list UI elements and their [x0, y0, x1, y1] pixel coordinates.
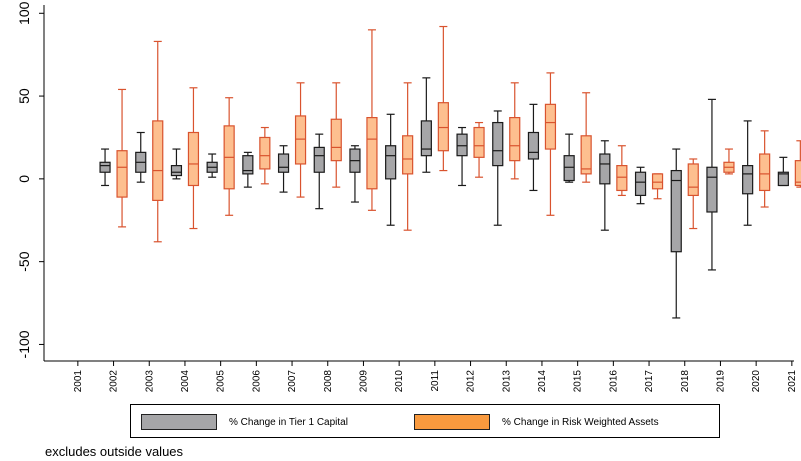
- box-tier1: [634, 171, 647, 197]
- box-rwa: [509, 116, 521, 162]
- chart-note: excludes outside values: [45, 444, 184, 459]
- box-tier1: [563, 155, 575, 182]
- x-tick-label: 2017: [644, 370, 655, 393]
- x-tick-label: 2012: [466, 370, 477, 393]
- box-rwa: [473, 126, 485, 158]
- box-tier1: [385, 145, 397, 180]
- box-rwa: [116, 150, 128, 198]
- box-tier1: [599, 153, 611, 185]
- box-rwa: [437, 102, 449, 152]
- x-tick-label: 2018: [680, 370, 691, 393]
- box-rwa: [366, 116, 378, 190]
- legend-label-rwa: % Change in Risk Weighted Assets: [502, 416, 659, 428]
- x-tick-label: 2015: [573, 370, 584, 393]
- box-rwa: [544, 103, 557, 150]
- box-rwa: [330, 118, 342, 162]
- x-tick-label: 2014: [537, 370, 548, 393]
- box-rwa: [402, 135, 414, 175]
- x-tick-label: 2001: [73, 370, 84, 393]
- box-rwa: [259, 136, 271, 170]
- legend-item-tier1: % Change in Tier 1 Capital: [141, 412, 348, 432]
- y-tick-label: 100: [16, 1, 32, 25]
- box-tier1: [670, 169, 682, 253]
- box-tier1: [170, 165, 183, 177]
- x-tick-label: 2008: [323, 370, 334, 393]
- box-rwa: [651, 173, 664, 190]
- box-rwa: [152, 120, 164, 201]
- box-tier1: [99, 161, 111, 173]
- box-tier1: [277, 153, 290, 173]
- x-tick-label: 2004: [180, 370, 191, 393]
- legend: % Change in Tier 1 Capital % Change in R…: [130, 404, 720, 438]
- box-tier1: [777, 171, 789, 187]
- x-tick-label: 2002: [109, 370, 120, 393]
- box-tier1: [527, 131, 540, 160]
- y-tick-label: 50: [16, 88, 32, 104]
- x-tick-label: 2013: [501, 370, 512, 393]
- box-rwa: [616, 165, 628, 192]
- x-tick-label: 2009: [358, 370, 369, 393]
- x-tick-label: 2019: [715, 370, 726, 393]
- x-tick-label: 2005: [216, 370, 227, 393]
- plot-area: 100 50 0 -50 -100 2001 2002 2003 2004 2005 2006 200…: [16, 1, 801, 392]
- box-rwa: [294, 115, 307, 165]
- box-rwa: [187, 131, 200, 187]
- box-rwa: [580, 135, 592, 175]
- x-tick-label: 2020: [751, 370, 762, 393]
- x-tick-label: 2003: [144, 370, 155, 393]
- box-tier1: [706, 166, 718, 213]
- y-tick-label: -50: [16, 251, 32, 271]
- x-tick-label: 2011: [430, 370, 441, 392]
- box-tier1: [742, 165, 754, 195]
- box-rwa: [794, 160, 801, 187]
- x-tick-label: 2007: [287, 370, 298, 393]
- x-tick-label: 2016: [608, 370, 619, 393]
- x-tick-label: 2021: [787, 370, 798, 393]
- box-rwa: [687, 163, 699, 197]
- box-tier1: [313, 146, 325, 173]
- box-tier1: [492, 121, 504, 167]
- y-tick-label: 0: [16, 175, 32, 183]
- legend-swatch-rwa: [414, 414, 490, 430]
- x-tick-label: 2006: [251, 370, 262, 393]
- box-tier1: [420, 120, 432, 157]
- x-tick-label: 2010: [394, 370, 405, 393]
- legend-item-rwa: % Change in Risk Weighted Assets: [414, 412, 659, 432]
- box-tier1: [456, 133, 468, 157]
- box-tier1: [242, 155, 254, 175]
- legend-swatch-tier1: [141, 414, 217, 430]
- box-rwa: [759, 153, 771, 192]
- y-tick-label: -100: [16, 330, 32, 358]
- legend-label-tier1: % Change in Tier 1 Capital: [229, 416, 348, 428]
